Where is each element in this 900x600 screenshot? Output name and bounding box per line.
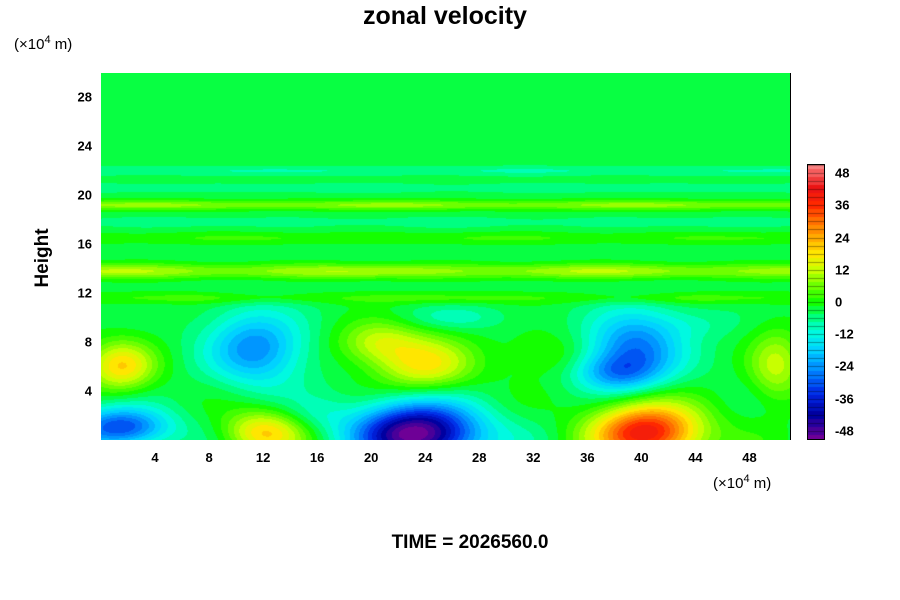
colorbar-tick-label: 0: [835, 294, 843, 310]
colorbar-tick-label: -48: [835, 423, 854, 439]
plot-area: [101, 73, 791, 440]
x-tick-label: 16: [309, 450, 325, 465]
y-tick-label: 8: [84, 334, 92, 350]
x-tick-label: 36: [580, 450, 595, 465]
colorbar-tick-label: 24: [835, 230, 850, 246]
colorbar-scale: [808, 165, 824, 439]
contour-field: [101, 73, 790, 440]
x-tick-label: 28: [472, 450, 487, 465]
y-tick-label: 16: [77, 236, 92, 252]
colorbar-tick-label: 48: [835, 165, 850, 181]
x-tick-label: 40: [634, 450, 649, 465]
x-tick-label: 32: [526, 450, 541, 465]
x-tick-label: 48: [742, 450, 757, 465]
x-tick-label: 12: [255, 450, 271, 465]
y-tick-label: 20: [77, 187, 92, 203]
colorbar-tick-label: -36: [835, 391, 854, 407]
colorbar-tick-label: 12: [835, 262, 850, 278]
x-tick-label: 44: [688, 450, 703, 465]
time-label: TIME = 2026560.0: [391, 532, 549, 553]
x-tick-label: 4: [151, 450, 159, 465]
y-tick-label: 28: [77, 89, 92, 105]
y-axis-label: Height: [32, 228, 53, 288]
x-tick-label: 20: [363, 450, 379, 465]
x-tick-label: 8: [205, 450, 213, 465]
colorbar-tick-label: -24: [835, 358, 854, 374]
colorbar-tick-label: -12: [835, 326, 854, 342]
chart-title: zonal velocity: [363, 2, 527, 30]
y-tick-label: 4: [84, 383, 92, 399]
x-tick-label: 24: [418, 450, 433, 465]
y-tick-label: 12: [77, 285, 92, 301]
colorbar: [807, 164, 825, 440]
x-axis-unit: (×104 m): [713, 473, 772, 492]
y-axis-unit: (×104 m): [14, 34, 73, 53]
y-tick-label: 24: [77, 138, 92, 154]
colorbar-tick-label: 36: [835, 197, 850, 213]
